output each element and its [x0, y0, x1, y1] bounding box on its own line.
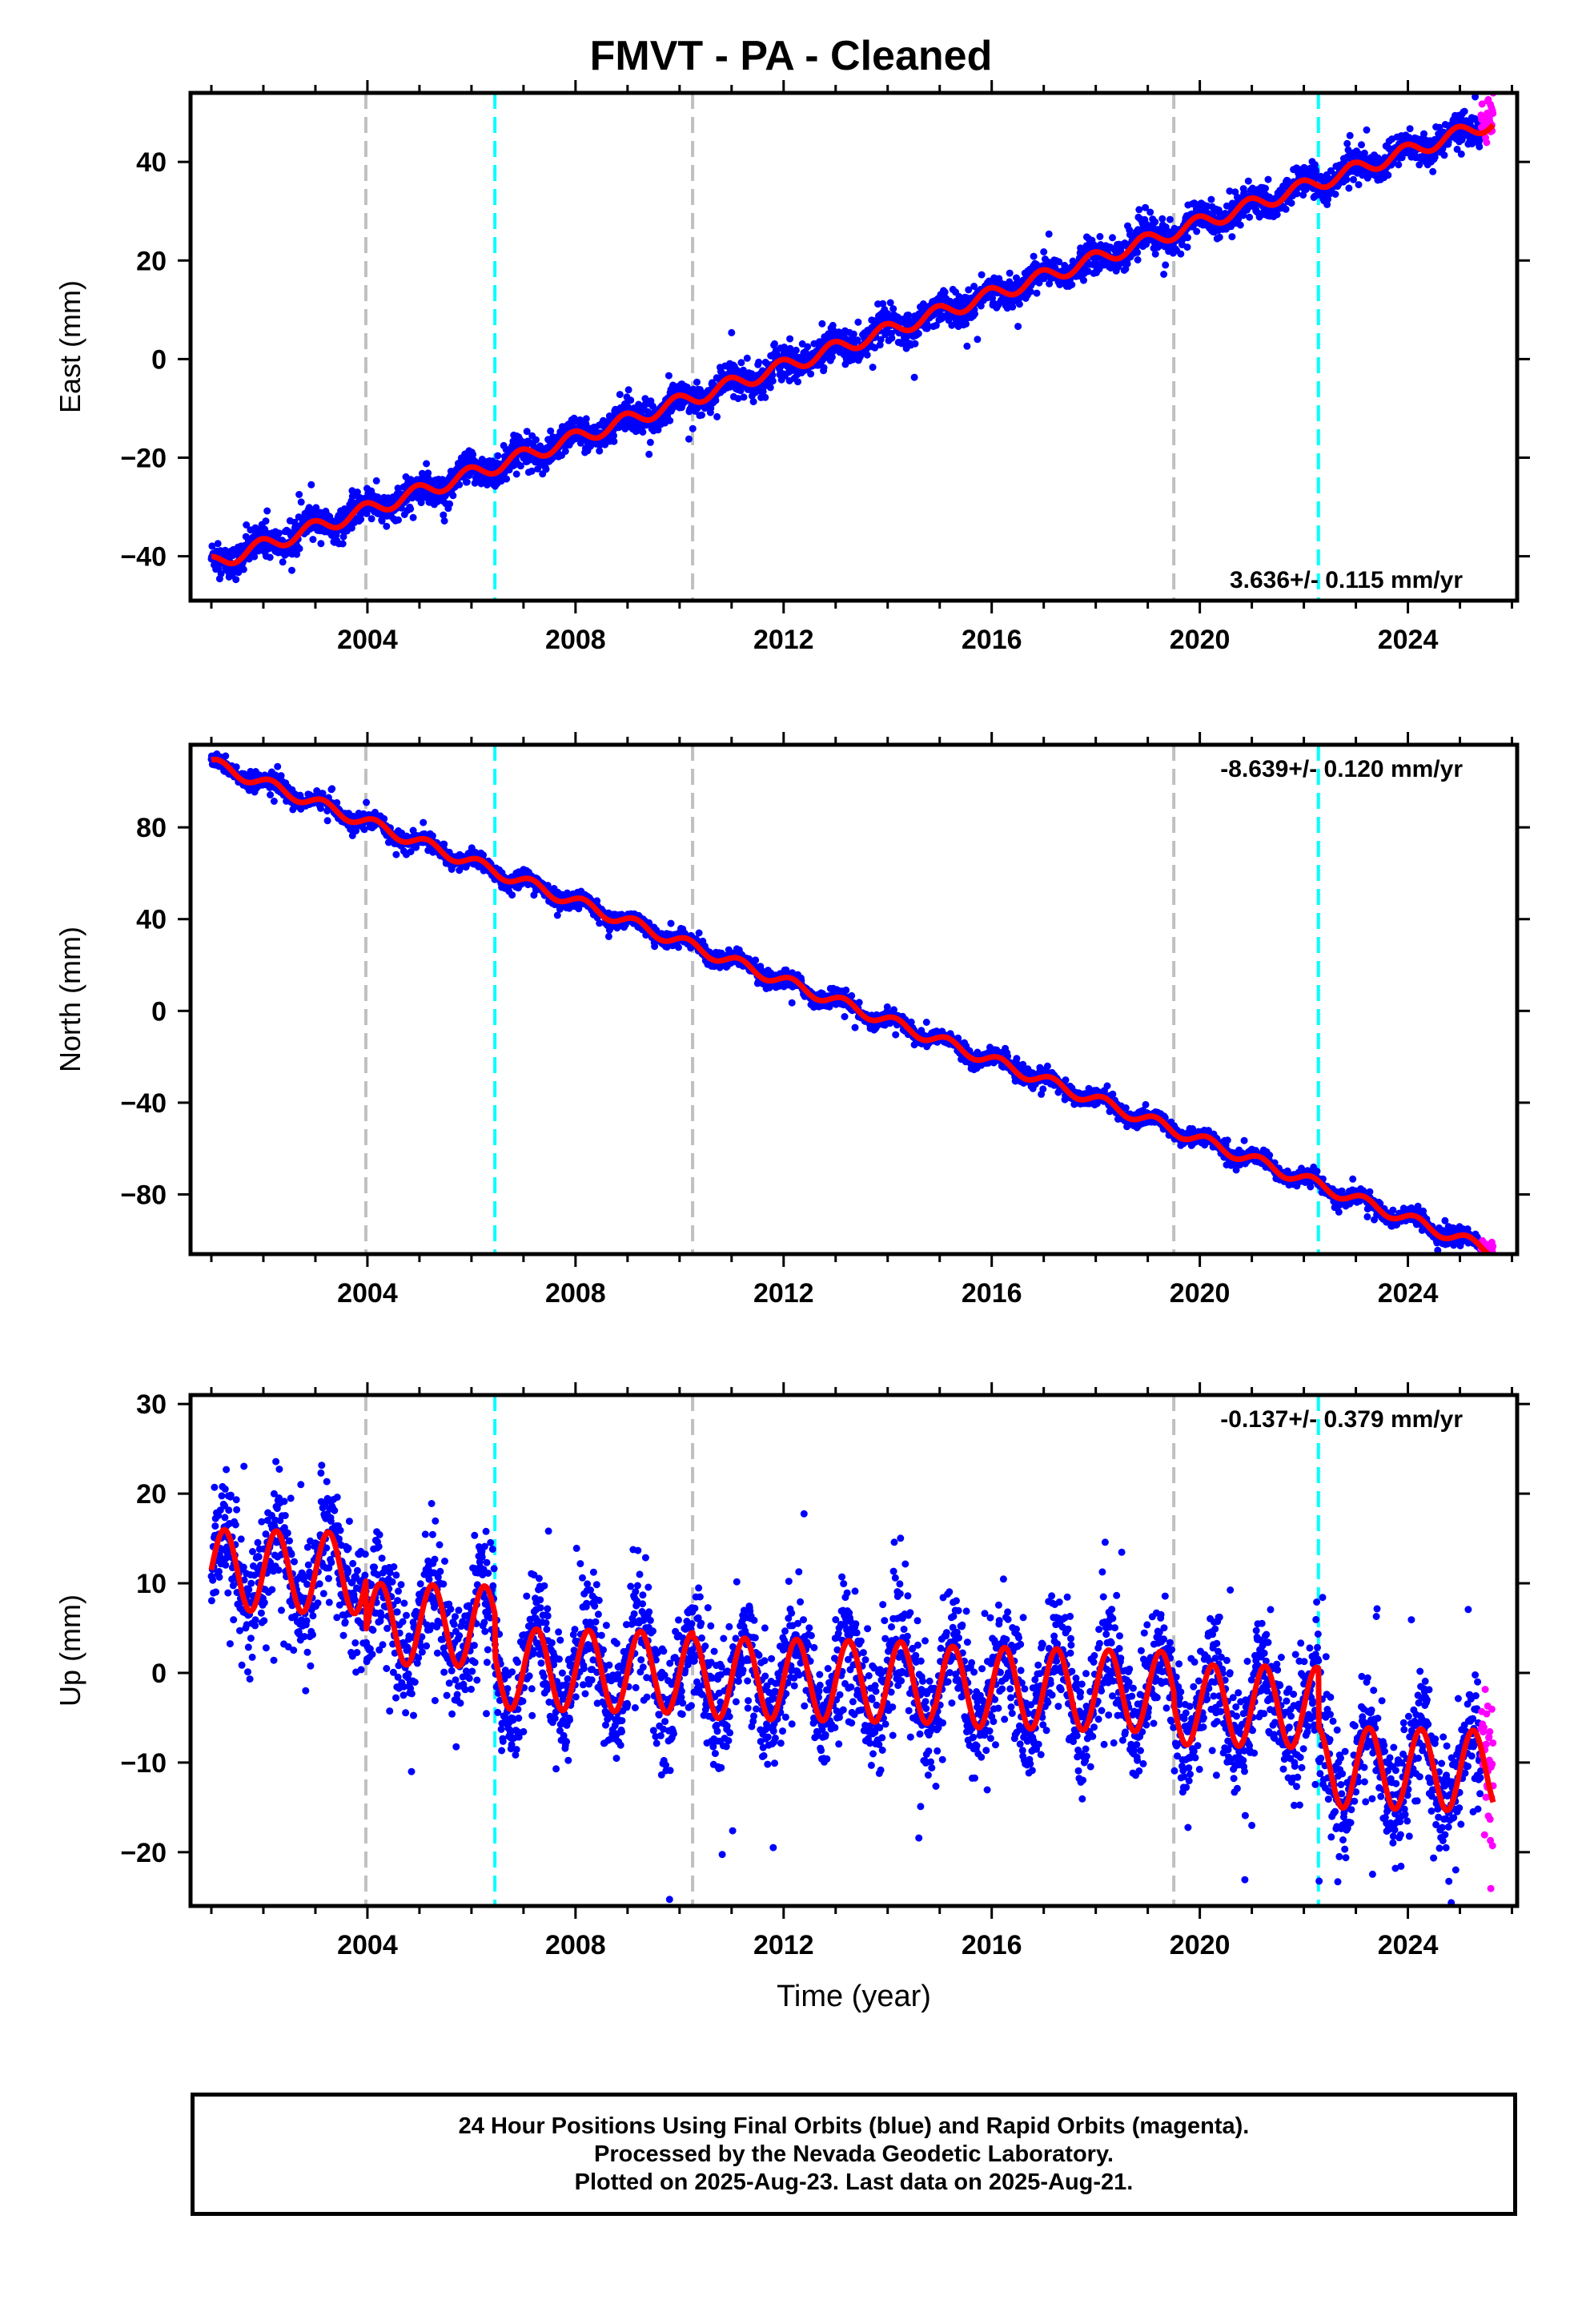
north-final-orbit-points	[207, 750, 1484, 1254]
up-x-axis-label: Time (year)	[777, 1980, 931, 2013]
east-ytick-label-2: 0	[151, 344, 167, 375]
footer-caption-box: 24 Hour Positions Using Final Orbits (bl…	[191, 2093, 1517, 2216]
east-xtick-label-2020: 2020	[1170, 625, 1231, 655]
east-y-axis-label: East (mm)	[54, 280, 86, 413]
up-model-curve	[208, 1526, 1496, 1814]
east-panel: 2004 2008 2012 2016 2020 2024 −40 −20 0 20 40 East …	[54, 80, 1530, 655]
east-model-curve	[209, 123, 1496, 567]
north-ytick-label-0: −80	[120, 1180, 167, 1211]
up-ytick-label-4: 20	[136, 1479, 167, 1510]
east-xtick-label-2012: 2012	[753, 625, 814, 655]
up-ytick-label-1: −10	[120, 1748, 167, 1779]
up-xtick-label-2008: 2008	[545, 1930, 606, 1960]
up-xtick-label-2004: 2004	[337, 1930, 398, 1960]
north-plot-area	[207, 745, 1497, 1254]
east-rate-label: 3.636+/- 0.115 mm/yr	[1230, 567, 1463, 593]
east-final-orbit-points	[207, 93, 1484, 584]
east-ytick-label-1: −20	[120, 443, 167, 473]
up-plot-area	[207, 1395, 1497, 1906]
north-rate-label: -8.639+/- 0.120 mm/yr	[1220, 756, 1463, 782]
north-model-curve	[209, 756, 1494, 1254]
up-panel: 2004 2008 2012 2016 2020 2024 −20 −10 0 10 20 30 Up …	[54, 1382, 1530, 2013]
north-y-axis-label: North (mm)	[54, 927, 86, 1072]
up-ytick-label-0: −20	[120, 1838, 167, 1868]
east-frame	[188, 90, 1520, 603]
up-rate-label: -0.137+/- 0.379 mm/yr	[1220, 1406, 1463, 1433]
east-rapid-orbit-points	[1477, 93, 1497, 147]
up-xtick-label-2012: 2012	[753, 1930, 814, 1960]
north-ytick-label-3: 40	[136, 905, 167, 935]
up-ytick-label-5: 30	[136, 1389, 167, 1420]
north-panel: 2004 2008 2012 2016 2020 2024 −80 −40 0 40 80 North…	[54, 732, 1530, 1309]
footer-line-1: 24 Hour Positions Using Final Orbits (bl…	[458, 2113, 1250, 2139]
east-xtick-label-2024: 2024	[1378, 625, 1439, 655]
north-ytick-label-1: −40	[120, 1088, 167, 1119]
east-plot-area	[207, 93, 1497, 601]
north-xtick-label-2020: 2020	[1170, 1278, 1231, 1309]
up-final-orbit-points	[207, 1458, 1484, 1906]
east-ytick-label-0: −40	[120, 542, 167, 573]
east-xtick-label-2004: 2004	[337, 625, 398, 655]
north-xtick-label-2012: 2012	[753, 1278, 814, 1309]
chart-title: FMVT - PA - Cleaned	[589, 33, 993, 79]
footer-line-2: Processed by the Nevada Geodetic Laborat…	[594, 2141, 1114, 2167]
up-ytick-label-2: 0	[151, 1659, 167, 1689]
up-ytick-label-3: 10	[136, 1569, 167, 1599]
north-xtick-label-2008: 2008	[545, 1278, 606, 1309]
up-frame	[188, 1393, 1520, 1908]
east-ytick-label-4: 40	[136, 147, 167, 178]
north-ytick-label-4: 80	[136, 813, 167, 843]
north-xtick-label-2024: 2024	[1378, 1278, 1439, 1309]
footer-line-3: Plotted on 2025-Aug-23. Last data on 202…	[574, 2169, 1134, 2195]
east-ytick-label-3: 20	[136, 246, 167, 276]
north-ytick-label-2: 0	[151, 996, 167, 1027]
up-xtick-label-2016: 2016	[962, 1930, 1022, 1960]
north-frame	[188, 742, 1520, 1256]
east-xtick-label-2008: 2008	[545, 625, 606, 655]
north-xtick-label-2016: 2016	[962, 1278, 1022, 1309]
up-xtick-label-2020: 2020	[1170, 1930, 1231, 1960]
north-xtick-label-2004: 2004	[337, 1278, 398, 1309]
up-y-axis-label: Up (mm)	[54, 1594, 86, 1707]
east-xtick-label-2016: 2016	[962, 625, 1022, 655]
up-xtick-label-2024: 2024	[1378, 1930, 1439, 1960]
